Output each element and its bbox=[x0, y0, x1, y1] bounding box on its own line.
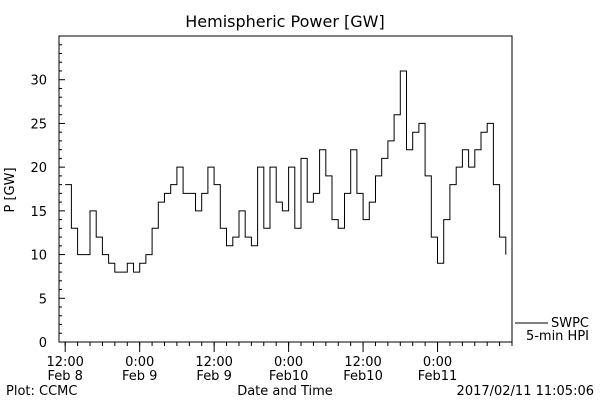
x-tick-date-label: Feb 9 bbox=[196, 369, 231, 384]
x-tick-date-label: Feb 8 bbox=[47, 369, 82, 384]
series-5-min-hpi-line bbox=[65, 70, 507, 273]
y-tick-label: 20 bbox=[30, 161, 47, 176]
x-tick-time-label: 0:00 bbox=[423, 355, 452, 370]
x-axis-label: Date and Time bbox=[237, 384, 333, 399]
y-tick-label: 25 bbox=[30, 117, 47, 132]
y-tick-label: 15 bbox=[30, 205, 47, 220]
y-tick-label: 30 bbox=[30, 74, 47, 89]
plot-timestamp: 2017/02/11 11:05:06 bbox=[457, 384, 594, 399]
y-axis-label: P [GW] bbox=[3, 167, 18, 212]
x-tick-date-label: Feb11 bbox=[418, 369, 458, 384]
plot-frame bbox=[58, 35, 513, 343]
legend-entry-5-min-hpi: 5-min HPI bbox=[526, 329, 589, 344]
y-tick-label: 0 bbox=[39, 336, 47, 351]
x-tick-date-label: Feb10 bbox=[343, 369, 383, 384]
x-tick-time-label: 0:00 bbox=[125, 355, 154, 370]
x-tick-time-label: 0:00 bbox=[274, 355, 303, 370]
x-tick-time-label: 12:00 bbox=[195, 355, 232, 370]
legend-entry-swpc: SWPC bbox=[551, 316, 589, 331]
chart-title: Hemispheric Power [GW] bbox=[185, 12, 384, 31]
plot-credit: Plot: CCMC bbox=[6, 384, 77, 399]
x-tick-time-label: 12:00 bbox=[46, 355, 83, 370]
y-tick-label: 5 bbox=[39, 292, 47, 307]
x-tick-date-label: Feb 9 bbox=[122, 369, 157, 384]
x-tick-date-label: Feb10 bbox=[269, 369, 309, 384]
y-axis-ticks: 0 5 10 15 20 25 30 bbox=[30, 44, 65, 351]
y-tick-label: 10 bbox=[30, 249, 47, 264]
x-tick-time-label: 12:00 bbox=[344, 355, 381, 370]
